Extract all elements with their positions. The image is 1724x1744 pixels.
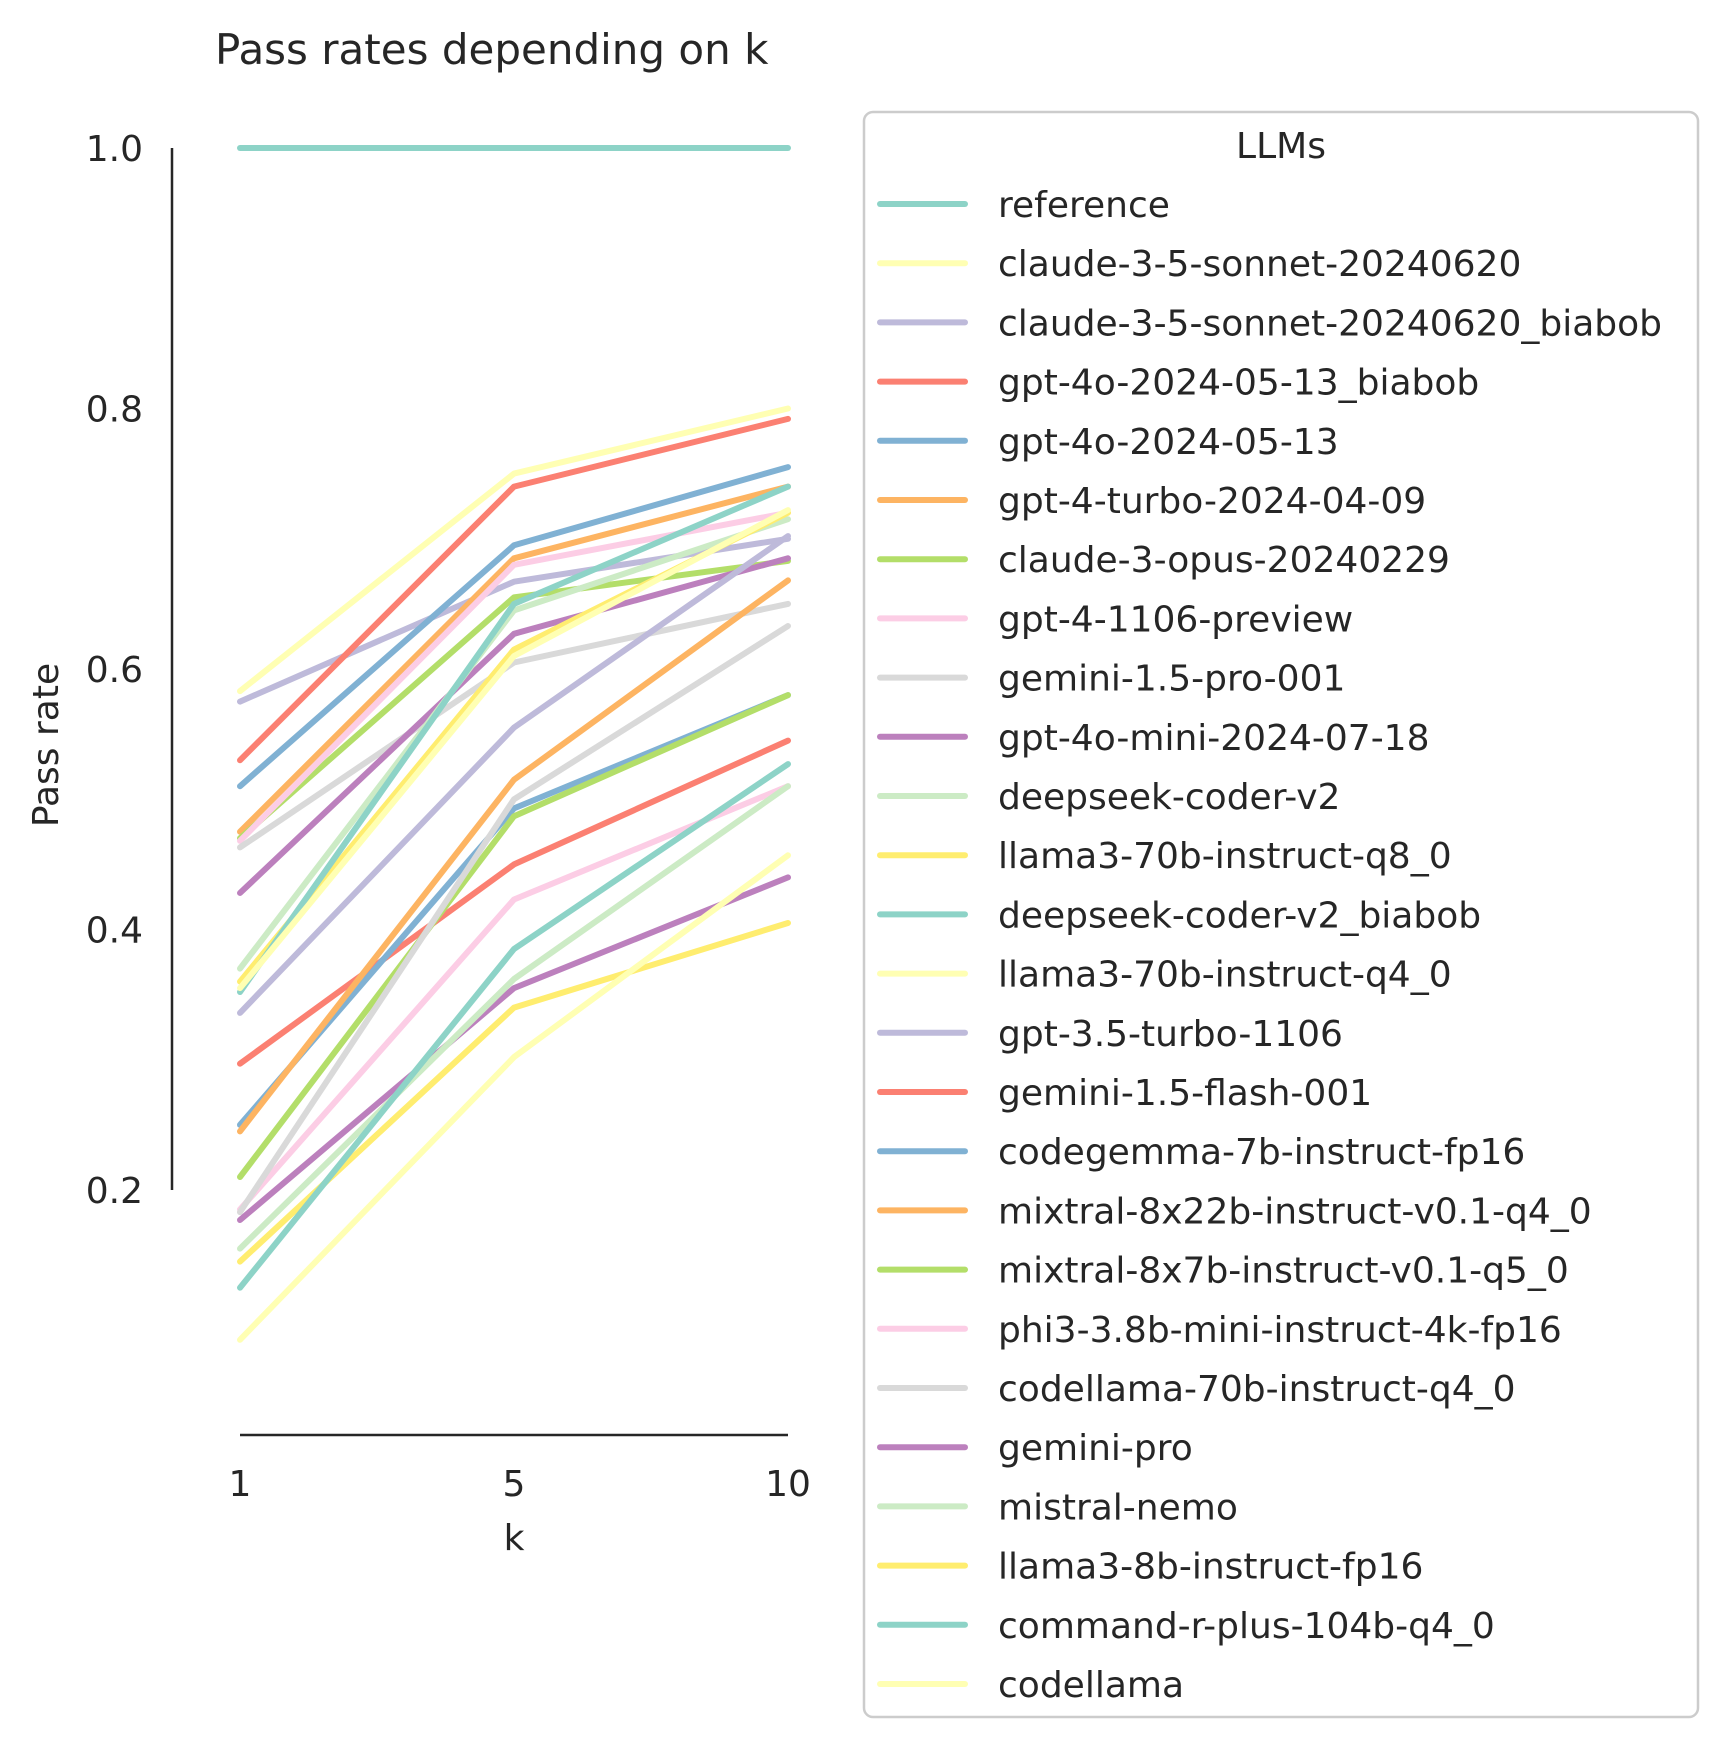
- legend-label: claude-3-5-sonnet-20240620_biabob: [998, 303, 1662, 344]
- legend-label: gpt-4o-mini-2024-07-18: [998, 718, 1430, 759]
- y-tick-label: 1.0: [86, 129, 143, 170]
- series-line: [237, 737, 791, 1067]
- y-tick-label: 0.2: [86, 1171, 143, 1212]
- series-line: [237, 874, 791, 1223]
- legend: LLMs reference claude-3-5-sonnet-20240620…: [862, 110, 1700, 1719]
- x-tick-label: 10: [765, 1464, 811, 1505]
- series-line: [237, 692, 791, 1180]
- series-lines: [237, 145, 791, 1343]
- legend-label: deepseek-coder-v2_biabob: [998, 895, 1481, 936]
- legend-label: codegemma-7b-instruct-fp16: [998, 1132, 1525, 1173]
- x-tick-labels: 1 5 10: [229, 1464, 811, 1505]
- legend-frame: [862, 110, 1700, 1719]
- legend-label: mixtral-8x22b-instruct-v0.1-q4_0: [998, 1191, 1592, 1232]
- legend-label: llama3-70b-instruct-q8_0: [998, 836, 1452, 877]
- legend-label: gpt-4-turbo-2024-04-09: [998, 481, 1426, 522]
- series-line: [237, 600, 791, 851]
- legend-label: gpt-4-1106-preview: [998, 599, 1353, 640]
- x-axis-title: k: [504, 1518, 525, 1559]
- legend-label: gpt-4o-2024-05-13_biabob: [998, 363, 1479, 404]
- series-line: [237, 509, 791, 844]
- series-line: [237, 557, 791, 842]
- y-tick-label: 0.8: [86, 390, 143, 431]
- series-line: [237, 507, 791, 992]
- legend-label: mistral-nemo: [998, 1487, 1238, 1528]
- y-tick-label: 0.6: [86, 650, 143, 691]
- series-line: [237, 516, 791, 972]
- series-line: [237, 555, 791, 896]
- y-tick-label: 0.4: [86, 911, 143, 952]
- legend-label: gpt-4o-2024-05-13: [998, 422, 1339, 463]
- legend-label: phi3-3.8b-mini-instruct-4k-fp16: [998, 1310, 1562, 1351]
- legend-label: gemini-pro: [998, 1428, 1193, 1469]
- series-line: [237, 761, 791, 1291]
- legend-label: llama3-70b-instruct-q4_0: [998, 955, 1452, 996]
- series-line: [237, 535, 791, 705]
- series-line: [237, 783, 791, 1252]
- legend-label: gemini-1.5-pro-001: [998, 659, 1345, 700]
- legend-label: gemini-1.5-flash-001: [998, 1073, 1372, 1114]
- legend-label: deepseek-coder-v2: [998, 777, 1340, 818]
- y-axis-title: Pass rate: [26, 663, 67, 827]
- legend-label: gpt-3.5-turbo-1106: [998, 1014, 1343, 1055]
- chart-title: Pass rates depending on k: [215, 25, 769, 74]
- legend-title: LLMs: [1236, 126, 1326, 167]
- legend-items: reference claude-3-5-sonnet-20240620 claud…: [877, 185, 1662, 1706]
- series-line: [237, 483, 791, 995]
- series-line: [237, 623, 791, 1216]
- x-tick-label: 5: [503, 1464, 526, 1505]
- legend-label: codellama-70b-instruct-q4_0: [998, 1369, 1516, 1410]
- series-line: [237, 533, 791, 1016]
- series-line: [237, 577, 791, 1135]
- series-line: [237, 415, 791, 764]
- legend-label: reference: [998, 185, 1170, 226]
- series-line: [237, 483, 791, 835]
- legend-label: mixtral-8x7b-instruct-v0.1-q5_0: [998, 1251, 1569, 1292]
- series-line: [237, 464, 791, 790]
- legend-label: llama3-8b-instruct-fp16: [998, 1547, 1423, 1588]
- legend-label: claude-3-opus-20240229: [998, 540, 1450, 581]
- x-tick-label: 1: [229, 1464, 252, 1505]
- legend-label: claude-3-5-sonnet-20240620: [998, 244, 1521, 285]
- series-line: [237, 783, 791, 1213]
- series-line: [237, 405, 791, 695]
- legend-label: command-r-plus-104b-q4_0: [998, 1606, 1495, 1647]
- series-line: [237, 852, 791, 1343]
- legend-label: codellama: [998, 1665, 1184, 1706]
- y-tick-labels: 0.2 0.4 0.6 0.8 1.0: [86, 129, 143, 1212]
